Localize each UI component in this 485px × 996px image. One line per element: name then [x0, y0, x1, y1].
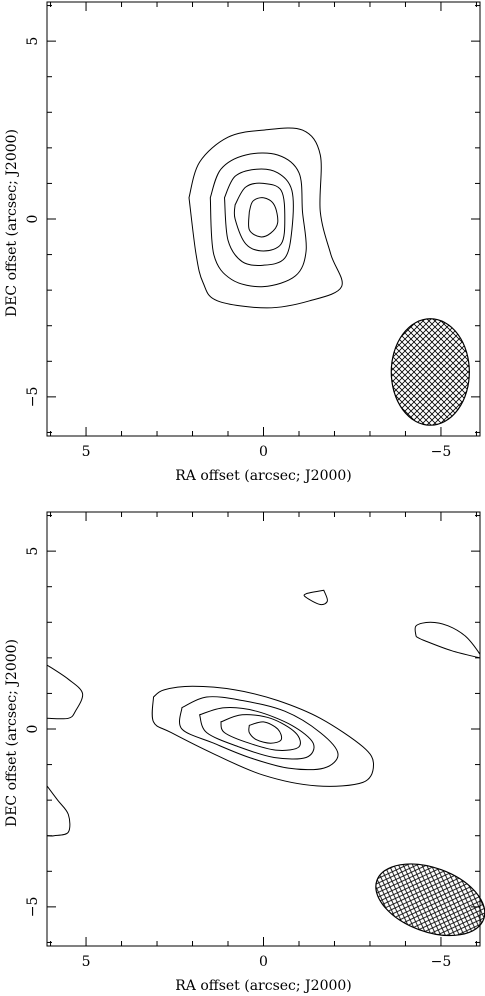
- x-tick-label: 0: [259, 954, 268, 970]
- x-tick-label: 0: [259, 444, 268, 460]
- contour-line: [198, 707, 315, 760]
- x-tick-label: −5: [431, 444, 452, 460]
- x-axis-label: RA offset (arcsec; J2000): [175, 978, 352, 994]
- contour-line: [209, 152, 307, 288]
- contour-line: [47, 785, 71, 837]
- contour-line: [47, 664, 84, 720]
- y-tick-label: −5: [25, 897, 41, 918]
- contour-line: [188, 127, 343, 309]
- contour-line: [415, 636, 480, 659]
- contour-line: [223, 168, 294, 266]
- contour-panel-top: 5 0 −5 5 0 −5 RA offset (arcsec; J2000) DEC off…: [4, 1, 481, 484]
- contour-group: [188, 127, 343, 309]
- x-tick-label: 5: [82, 954, 91, 970]
- y-tick-label: 5: [25, 37, 41, 46]
- x-axis-label: RA offset (arcsec; J2000): [175, 468, 352, 484]
- contour-group: [47, 589, 480, 837]
- y-tick-label: 0: [25, 215, 41, 224]
- beam-ellipse: [390, 318, 470, 426]
- contour-line: [303, 589, 328, 606]
- y-axis-label: DEC offset (arcsec; J2000): [4, 639, 20, 827]
- contour-line: [248, 197, 279, 238]
- x-tick-label: −5: [431, 954, 452, 970]
- contour-panel-bottom: 5 0 −5 5 0 −5 RA offset (arcsec; J2000) DEC off…: [4, 511, 485, 994]
- y-axis-label: DEC offset (arcsec; J2000): [4, 129, 20, 317]
- beam-ellipse: [375, 863, 485, 937]
- contour-line: [179, 696, 339, 771]
- contour-line: [248, 721, 283, 744]
- contour-line: [151, 685, 375, 787]
- contour-line: [220, 714, 301, 751]
- y-tick-label: 5: [25, 547, 41, 556]
- y-tick-label: −5: [25, 387, 41, 408]
- contour-line: [233, 182, 286, 252]
- contour-line: [414, 621, 480, 658]
- x-tick-label: 5: [82, 444, 91, 460]
- y-tick-label: 0: [25, 725, 41, 734]
